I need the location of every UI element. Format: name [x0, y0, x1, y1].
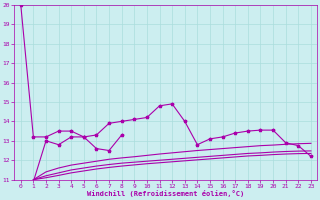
X-axis label: Windchill (Refroidissement éolien,°C): Windchill (Refroidissement éolien,°C) [87, 190, 244, 197]
